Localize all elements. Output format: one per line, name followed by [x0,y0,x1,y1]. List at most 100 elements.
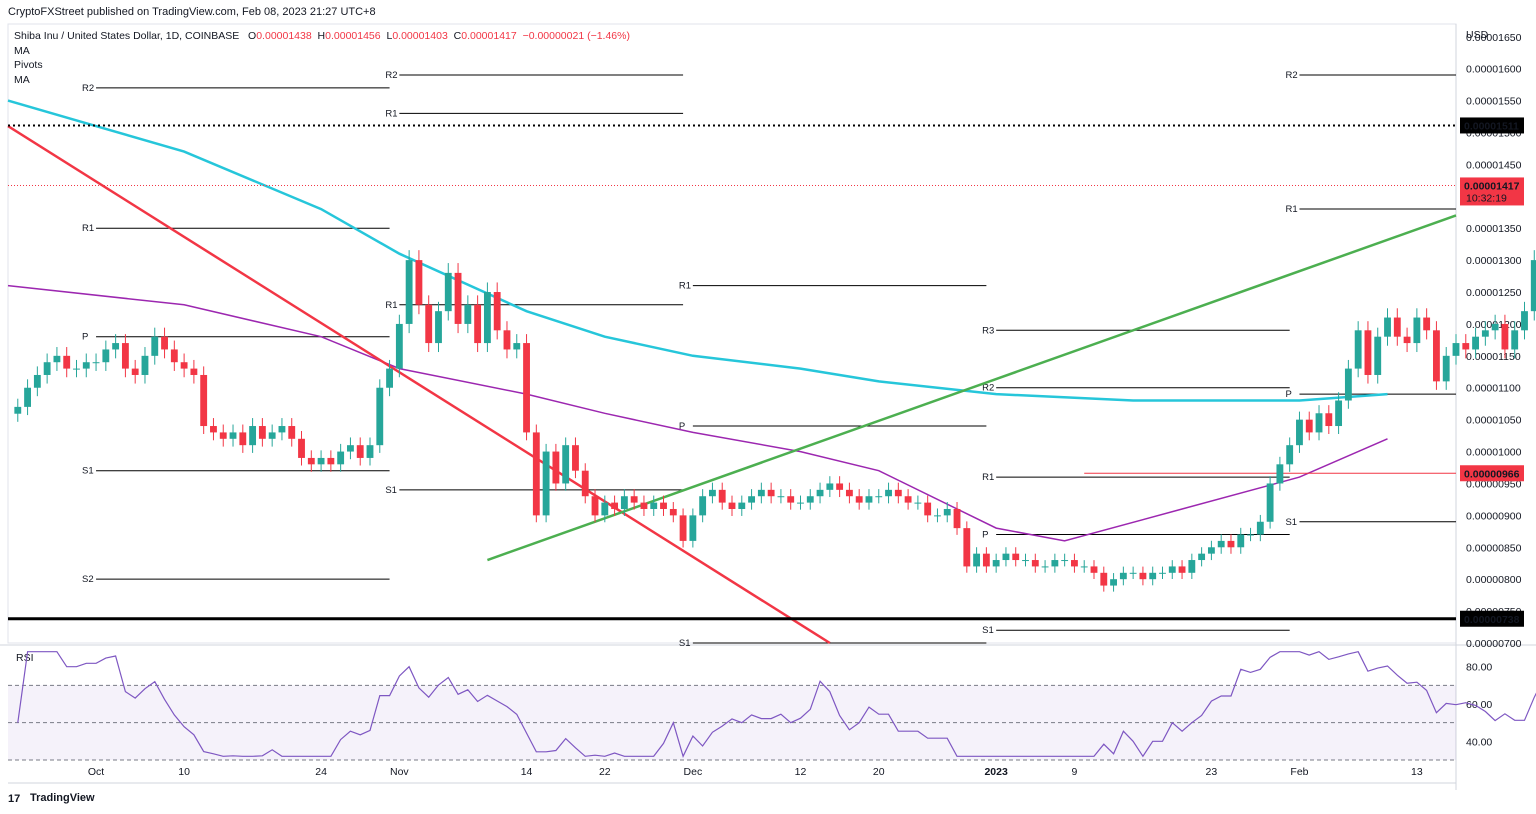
price-tick-label: 0.00001350 [1466,223,1522,235]
candle-body [1002,553,1010,561]
pivot-label: R1 [82,223,94,234]
candle-body [92,362,100,364]
candle-body [1403,336,1411,344]
candle-body [1393,317,1401,337]
candle-body [483,292,491,344]
candle-body [53,355,61,363]
candle-body [229,432,237,439]
candle-body [718,489,726,503]
candle-body [102,349,110,363]
candle-body [337,451,345,465]
candle-body [141,355,149,375]
candle-body [1227,540,1235,548]
time-tick-label: 9 [1072,766,1078,778]
candle-body [1266,483,1274,522]
pivot-label: R2 [1285,70,1297,81]
candle-body [806,496,814,503]
time-tick-label: 24 [315,766,327,778]
horizontal-level-label: 0.00001511 [1464,120,1519,132]
change-value: −0.00000021 (−1.46%) [522,30,630,42]
candle-body [904,496,912,503]
candle-body [1530,260,1536,312]
price-tick-label: 0.00001100 [1466,383,1521,395]
publish-header: CryptoFXStreet published on TradingView.… [8,6,376,18]
candle-body [1481,330,1489,337]
candle-body [992,560,1000,567]
pivot-label: P [679,421,685,432]
candle-body [1168,566,1176,573]
pivot-label: S1 [982,625,994,636]
time-tick-label: Nov [390,766,409,778]
candle-body [63,355,71,369]
price-tick-label: 0.00000950 [1466,478,1522,490]
candle-body [532,432,540,516]
price-tick-label: 0.00001650 [1466,32,1522,44]
candle-body [1335,400,1343,427]
candle-body [1491,323,1499,331]
low-value: 0.00001403 [392,30,448,42]
candle-body [1354,330,1362,369]
candle-body [1090,566,1098,573]
candle-body [738,502,746,509]
candle-body [845,489,853,497]
pivot-label: R1 [1285,204,1297,215]
candle-body [1207,547,1215,554]
candle-body [386,368,393,388]
horizontal-level-badge [1460,465,1524,482]
rsi-line [17,651,1536,758]
candle-body [435,311,442,344]
pivot-label: R1 [385,300,397,311]
candle-body [826,483,834,490]
candle-body [1149,572,1157,580]
indicator-ma-2[interactable]: MA [14,73,30,86]
candle-body [679,515,687,541]
candle-body [219,432,227,439]
pivot-label: R2 [385,70,397,81]
tradingview-footer[interactable]: 17 TradingView [8,792,95,804]
descending-trendline [7,125,831,645]
candle-body [513,343,521,350]
candle-body [943,508,951,516]
tradingview-logo-icon: 17 [8,793,20,804]
time-tick-label: 13 [1411,766,1423,778]
candle-body [885,489,892,497]
candle-body [24,387,31,407]
price-tick-label: 0.00001000 [1466,447,1522,459]
horizontal-level-label: 0.00000966 [1464,468,1520,480]
candle-body [1119,572,1127,580]
candle-body [630,496,638,503]
candle-body [43,362,51,375]
candle-body [816,489,824,497]
svg-text:17: 17 [8,793,20,804]
candle-body [1256,521,1264,535]
candle-body [288,426,296,439]
candle-body [875,496,883,498]
candle-body [865,496,873,503]
indicator-pivots[interactable]: Pivots [14,59,43,71]
high-value: 0.00001456 [325,30,381,42]
candle-body [1472,336,1479,350]
price-tick-label: 0.00001050 [1466,415,1522,427]
price-tick-label: 0.00001550 [1466,96,1522,108]
ma-100-line [7,99,1388,402]
pivot-label: R2 [982,383,994,394]
candle-body [239,432,247,446]
candle-body [493,292,501,331]
time-tick-label: Oct [88,766,104,778]
candle-body [1031,560,1039,567]
candle-body [1012,553,1020,561]
pivot-label: R2 [82,83,94,94]
candle-body [855,496,863,503]
candle-body [112,343,120,350]
candle-body [552,451,560,484]
price-tick-label: 0.00001250 [1466,287,1522,299]
candle-body [1129,572,1137,574]
symbol-label[interactable]: Shiba Inu / United States Dollar, 1D, CO… [14,30,240,42]
indicator-ma-1[interactable]: MA [14,44,30,57]
candle-body [121,343,129,369]
price-tick-label: 0.00000700 [1466,638,1522,650]
rsi-title: RSI [16,652,34,664]
price-axis-unit: USD [1466,29,1489,41]
open-value: 0.00001438 [256,30,312,42]
